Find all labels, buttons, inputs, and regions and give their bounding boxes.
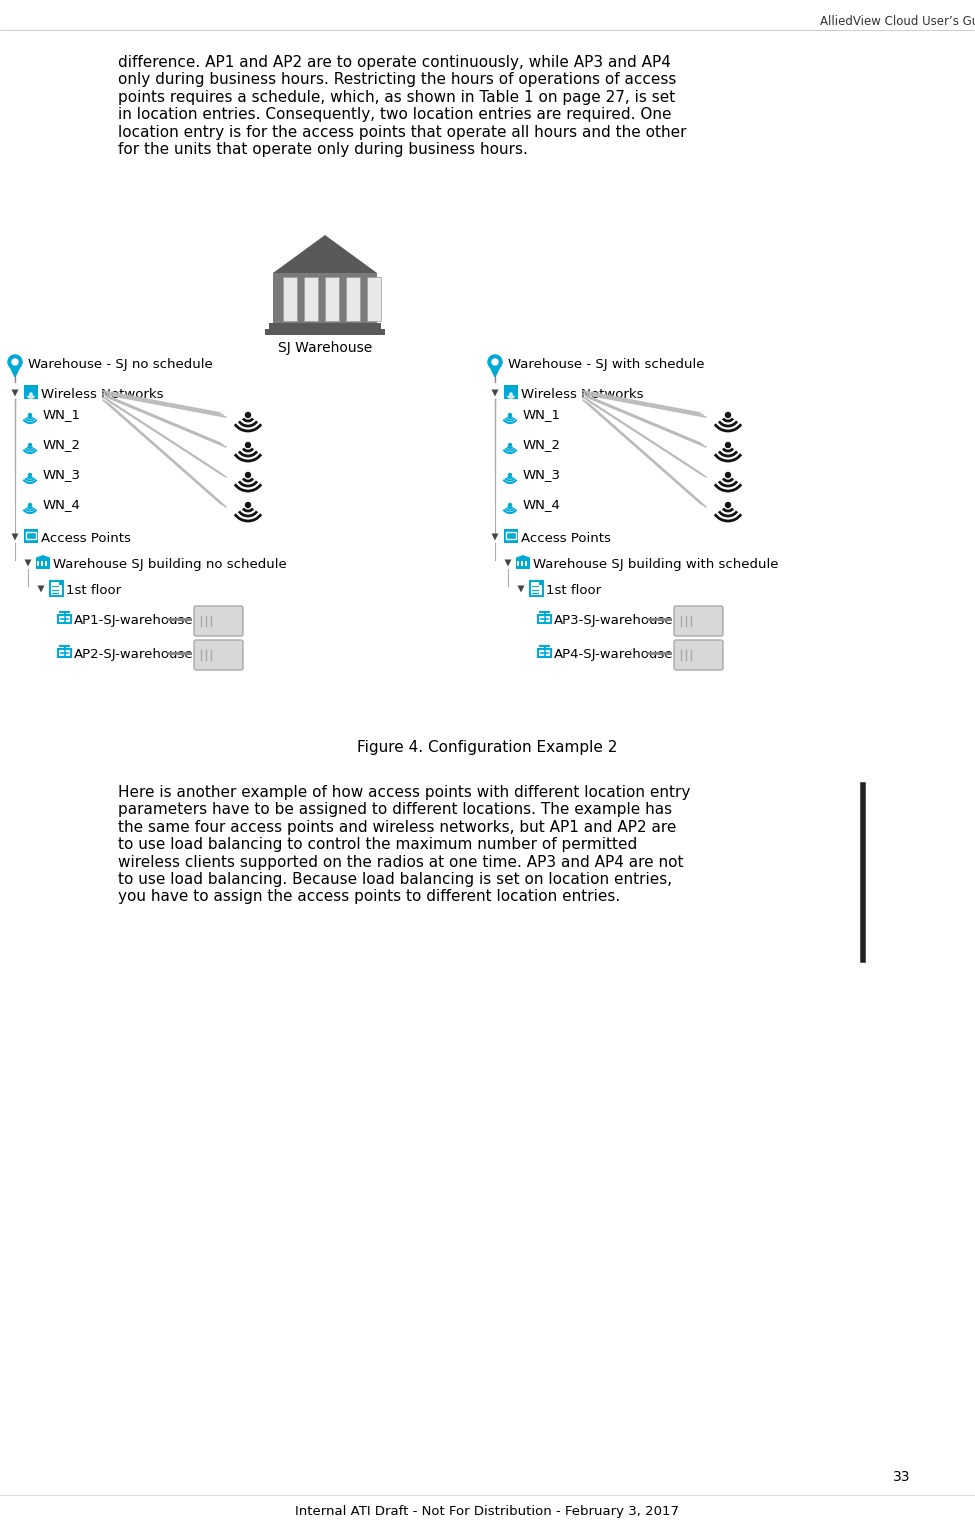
Circle shape: [246, 503, 251, 507]
Polygon shape: [37, 585, 45, 593]
Text: Wireless Networks: Wireless Networks: [41, 388, 164, 400]
Bar: [504, 385, 518, 399]
Text: 1st floor: 1st floor: [546, 584, 602, 597]
Text: Warehouse - SJ with schedule: Warehouse - SJ with schedule: [508, 358, 705, 371]
Circle shape: [246, 413, 251, 417]
Polygon shape: [491, 390, 498, 396]
Bar: [58, 614, 71, 623]
FancyBboxPatch shape: [194, 640, 243, 669]
Bar: [538, 649, 551, 657]
Bar: [50, 581, 63, 596]
Text: Access Points: Access Points: [521, 532, 611, 545]
Text: Access Points: Access Points: [41, 532, 131, 545]
Text: Here is another example of how access points with different location entry
param: Here is another example of how access po…: [118, 785, 690, 905]
Bar: [58, 649, 71, 657]
Text: 1st floor: 1st floor: [66, 584, 121, 597]
Polygon shape: [12, 533, 19, 541]
Circle shape: [509, 414, 512, 417]
Circle shape: [492, 359, 498, 365]
Text: AP2-SJ-warehouse: AP2-SJ-warehouse: [74, 648, 194, 662]
Text: Warehouse SJ building no schedule: Warehouse SJ building no schedule: [53, 558, 287, 571]
Circle shape: [725, 503, 730, 507]
Bar: [283, 277, 297, 321]
Circle shape: [725, 472, 730, 477]
Text: WN_2: WN_2: [43, 439, 81, 451]
Bar: [538, 614, 551, 623]
Circle shape: [509, 474, 512, 477]
Bar: [273, 274, 377, 325]
Polygon shape: [488, 362, 502, 377]
Polygon shape: [273, 235, 377, 274]
Circle shape: [8, 354, 22, 368]
Circle shape: [12, 359, 18, 365]
Text: Internal ATI Draft - Not For Distribution - February 3, 2017: Internal ATI Draft - Not For Distributio…: [295, 1505, 679, 1517]
Bar: [516, 558, 530, 568]
Text: difference. AP1 and AP2 are to operate continuously, while AP3 and AP4
only duri: difference. AP1 and AP2 are to operate c…: [118, 55, 686, 157]
Bar: [506, 532, 516, 539]
Bar: [367, 277, 381, 321]
Circle shape: [488, 354, 502, 368]
Text: Warehouse - SJ no schedule: Warehouse - SJ no schedule: [28, 358, 213, 371]
Bar: [36, 558, 50, 568]
Bar: [346, 277, 360, 321]
Bar: [504, 529, 518, 542]
Circle shape: [246, 443, 251, 448]
Text: WN_2: WN_2: [523, 439, 561, 451]
Polygon shape: [518, 585, 525, 593]
Text: WN_1: WN_1: [523, 408, 561, 422]
Polygon shape: [491, 533, 498, 541]
Text: SJ Warehouse: SJ Warehouse: [278, 341, 372, 354]
Bar: [45, 561, 47, 565]
Bar: [525, 561, 527, 565]
Polygon shape: [59, 581, 63, 585]
FancyBboxPatch shape: [674, 607, 723, 636]
Bar: [24, 529, 38, 542]
Text: WN_3: WN_3: [523, 468, 561, 481]
Circle shape: [28, 443, 31, 446]
Text: AlliedView Cloud User’s Guide: AlliedView Cloud User’s Guide: [820, 15, 975, 28]
Bar: [265, 329, 385, 335]
Text: AP3-SJ-warehouse: AP3-SJ-warehouse: [554, 614, 674, 626]
Text: WN_4: WN_4: [523, 498, 561, 510]
Polygon shape: [35, 555, 51, 558]
FancyBboxPatch shape: [674, 640, 723, 669]
Text: WN_4: WN_4: [43, 498, 81, 510]
Bar: [521, 561, 523, 565]
Polygon shape: [515, 555, 531, 558]
Circle shape: [28, 474, 31, 477]
Text: WN_3: WN_3: [43, 468, 81, 481]
Circle shape: [725, 443, 730, 448]
Text: Figure 4. Configuration Example 2: Figure 4. Configuration Example 2: [357, 740, 617, 755]
Circle shape: [246, 472, 251, 477]
Text: AP1-SJ-warehouse: AP1-SJ-warehouse: [74, 614, 194, 626]
Bar: [269, 322, 381, 332]
Bar: [530, 581, 543, 596]
Bar: [24, 385, 38, 399]
Text: 33: 33: [893, 1470, 911, 1484]
Circle shape: [28, 504, 31, 506]
Polygon shape: [8, 362, 22, 377]
Text: AP4-SJ-warehouse: AP4-SJ-warehouse: [554, 648, 674, 662]
Bar: [304, 277, 318, 321]
Circle shape: [510, 393, 512, 396]
Bar: [325, 277, 339, 321]
FancyBboxPatch shape: [194, 607, 243, 636]
Circle shape: [509, 504, 512, 506]
Bar: [37, 561, 39, 565]
Text: WN_1: WN_1: [43, 408, 81, 422]
Bar: [26, 532, 36, 539]
Polygon shape: [539, 581, 543, 585]
Polygon shape: [504, 559, 512, 567]
Polygon shape: [24, 559, 31, 567]
Bar: [517, 561, 519, 565]
Circle shape: [725, 413, 730, 417]
Text: Warehouse SJ building with schedule: Warehouse SJ building with schedule: [533, 558, 778, 571]
Circle shape: [28, 414, 31, 417]
Bar: [41, 561, 43, 565]
Circle shape: [509, 443, 512, 446]
Text: Wireless Networks: Wireless Networks: [521, 388, 644, 400]
Circle shape: [30, 393, 32, 396]
Polygon shape: [12, 390, 19, 396]
